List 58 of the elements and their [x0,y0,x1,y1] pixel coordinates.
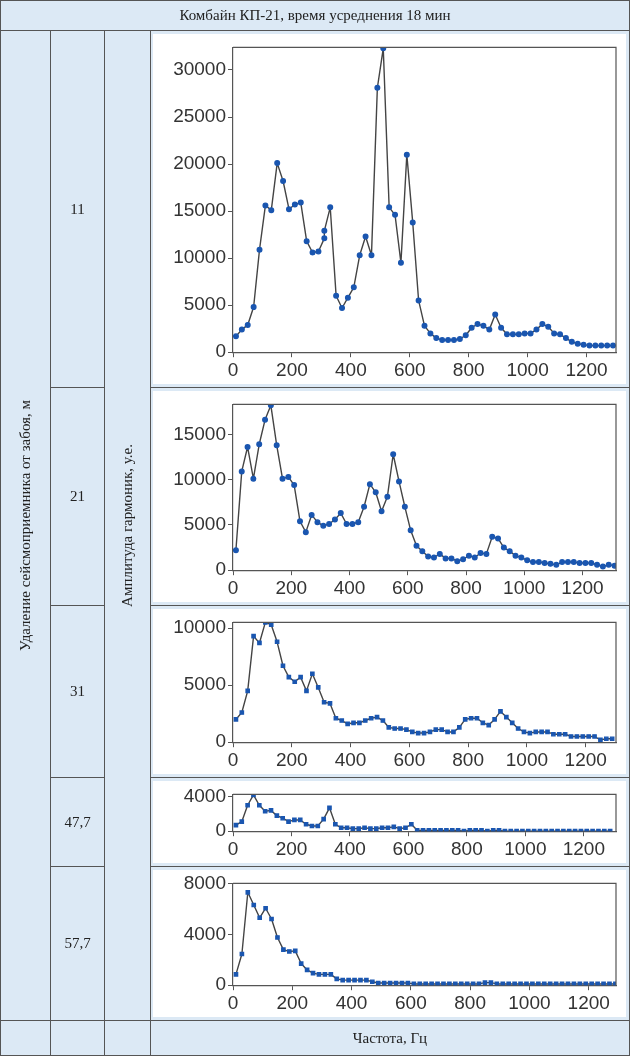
y-tick-label: 0 [215,340,226,362]
x-tick-label: 400 [335,991,368,1013]
x-tick-label: 800 [454,991,486,1013]
y-tick-label: 10000 [173,467,226,489]
y-tick-label: 30000 [173,58,226,80]
y-tick-label: 0 [215,973,226,995]
y-tick-label: 4000 [183,784,226,806]
x-tick-label: 1200 [564,748,607,770]
x-tick-label: 800 [451,837,483,859]
x-axis-title: Частота, Гц [352,1029,428,1047]
y-tick-label: 5000 [183,293,226,315]
x-tick-label: 200 [275,748,308,770]
x-tick-label: 200 [275,576,308,598]
x-tick-label: 800 [452,748,484,770]
x-tick-label: 1000 [504,837,547,859]
chart-title: Комбайн КП-21, время усреднения 18 мин [179,7,451,24]
text: 21 [70,488,85,505]
y-axis-title: Амплитуда гармоник, у.е. [119,444,136,607]
x-tick-label: 400 [334,837,366,859]
x-tick-label: 800 [450,576,482,598]
x-tick-label: 1000 [506,358,549,380]
text: 47,7 [64,813,91,831]
x-tick-label: 1200 [567,991,610,1013]
y-tick-label: 8000 [183,871,226,893]
x-tick-label: 200 [275,837,308,859]
y-tick-label: 20000 [173,152,226,174]
x-tick-label: 600 [391,576,424,598]
y-tick-label: 15000 [173,199,226,221]
x-tick-label: 1200 [565,358,608,380]
x-tick-label: 1200 [561,576,604,598]
x-tick-label: 200 [276,358,308,380]
x-tick-label: 400 [334,358,367,380]
y-tick-label: 10000 [173,616,226,638]
text: 11 [70,200,85,218]
text: 57,7 [64,935,91,952]
y-tick-label: 10000 [173,246,226,268]
y-tick-label: 0 [215,819,226,841]
x-tick-label: 600 [395,991,427,1013]
x-tick-label: 1000 [503,576,546,598]
y-tick-label: 25000 [173,105,226,127]
x-tick-label: 1000 [508,991,551,1013]
y-tick-label: 0 [215,558,226,580]
y-tick-label: 5000 [183,673,226,695]
y-tick-label: 15000 [173,422,226,444]
x-tick-label: 400 [333,576,366,598]
x-tick-label: 1000 [505,748,549,770]
x-tick-label: 800 [452,358,485,380]
text: Удаление сейсмоприемника от забоя, м [17,400,34,651]
x-tick-label: 200 [276,991,309,1013]
x-tick-label: 400 [334,748,367,770]
x-tick-label: 600 [393,358,426,380]
text: 31 [70,683,85,700]
x-tick-label: 600 [392,837,425,859]
x-tick-label: 600 [393,748,426,770]
x-tick-label: 1200 [562,837,605,859]
y-tick-label: 5000 [183,513,226,535]
y-tick-label: 0 [215,730,226,752]
y-tick-label: 4000 [183,922,226,944]
